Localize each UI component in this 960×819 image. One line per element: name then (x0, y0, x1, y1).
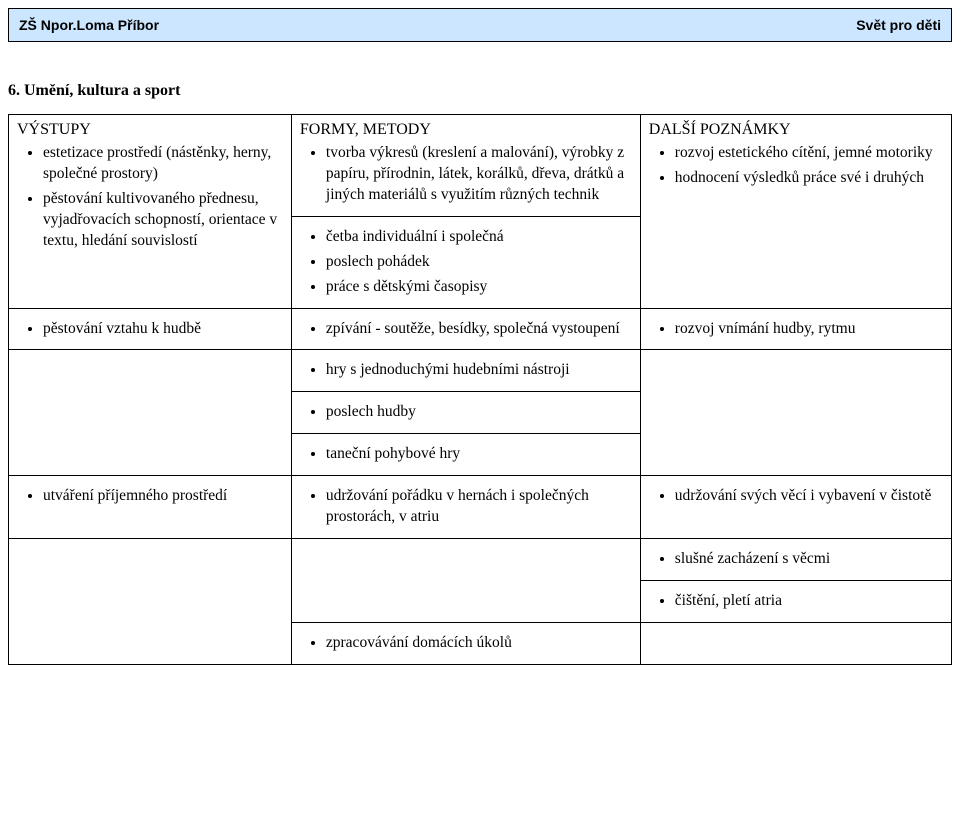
list-item: poslech hudby (326, 402, 632, 423)
cell-formy-1a: FORMY, METODY tvorba výkresů (kreslení a… (291, 115, 640, 217)
cell-vystupy-2a: pěstování vztahu k hudbě (9, 308, 292, 350)
cell-formy-2-2: hry s jednoduchými hudebními nástroji (291, 350, 640, 392)
list-item: utváření příjemného prostředí (43, 486, 283, 507)
col-head-1: VÝSTUPY (17, 121, 283, 139)
cell-formy-1b: četba individuální i společná poslech po… (291, 216, 640, 308)
cell-poznamky-2-4: čištění, pletí atria (640, 580, 951, 622)
cell-formy-2-5: udržování pořádku v hernách i společných… (291, 476, 640, 539)
cell-formy-2-blank (291, 539, 640, 623)
list-item: poslech pohádek (326, 252, 632, 273)
cell-poznamky-2-1: rozvoj vnímání hudby, rytmu (640, 308, 951, 350)
cell-formy-2-4: taneční pohybové hry (291, 434, 640, 476)
list-item: zpracovávání domácích úkolů (326, 633, 632, 654)
col-head-3: DALŠÍ POZNÁMKY (649, 121, 943, 139)
list-item: udržování svých věcí i vybavení v čistot… (675, 486, 943, 507)
list-item: udržování pořádku v hernách i společných… (326, 486, 632, 528)
cell-vystupy-2b: utváření příjemného prostředí (9, 476, 292, 539)
list-item: taneční pohybové hry (326, 444, 632, 465)
section-title: 6. Umění, kultura a sport (8, 82, 952, 100)
cell-vystupy-1: VÝSTUPY estetizace prostředí (nástěnky, … (9, 115, 292, 309)
header-left: ZŠ Npor.Loma Příbor (19, 17, 159, 33)
cell-formy-2-1: zpívání - soutěže, besídky, společná vys… (291, 308, 640, 350)
cell-formy-2-3: poslech hudby (291, 392, 640, 434)
cell-poznamky-1: DALŠÍ POZNÁMKY rozvoj estetického cítění… (640, 115, 951, 309)
list-item: hodnocení výsledků práce své i druhých (675, 168, 943, 189)
list-item: hry s jednoduchými hudebními nástroji (326, 360, 632, 381)
cell-poznamky-2-2: udržování svých věcí i vybavení v čistot… (640, 476, 951, 539)
header-right: Svět pro děti (856, 17, 941, 33)
cell-formy-2-6: zpracovávání domácích úkolů (291, 622, 640, 664)
list-item: tvorba výkresů (kreslení a malování), vý… (326, 143, 632, 206)
list-item: zpívání - soutěže, besídky, společná vys… (326, 319, 632, 340)
list-item: pěstování vztahu k hudbě (43, 319, 283, 340)
cell-poznamky-2-3: slušné zacházení s věcmi (640, 539, 951, 581)
list-item: práce s dětskými časopisy (326, 277, 632, 298)
list-item: estetizace prostředí (nástěnky, herny, s… (43, 143, 283, 185)
col-head-2: FORMY, METODY (300, 121, 632, 139)
cell-vystupy-2-blank (9, 350, 292, 476)
cell-poznamky-2-blank2 (640, 622, 951, 664)
list-item: četba individuální i společná (326, 227, 632, 248)
list-item: čištění, pletí atria (675, 591, 943, 612)
list-item: rozvoj vnímání hudby, rytmu (675, 319, 943, 340)
list-item: pěstování kultivovaného přednesu, vyjadř… (43, 189, 283, 252)
list-item: slušné zacházení s věcmi (675, 549, 943, 570)
list-item: rozvoj estetického cítění, jemné motorik… (675, 143, 943, 164)
page-header: ZŠ Npor.Loma Příbor Svět pro děti (8, 8, 952, 42)
cell-vystupy-2-blank2 (9, 539, 292, 665)
cell-poznamky-2-blank (640, 350, 951, 476)
main-table: VÝSTUPY estetizace prostředí (nástěnky, … (8, 114, 952, 665)
